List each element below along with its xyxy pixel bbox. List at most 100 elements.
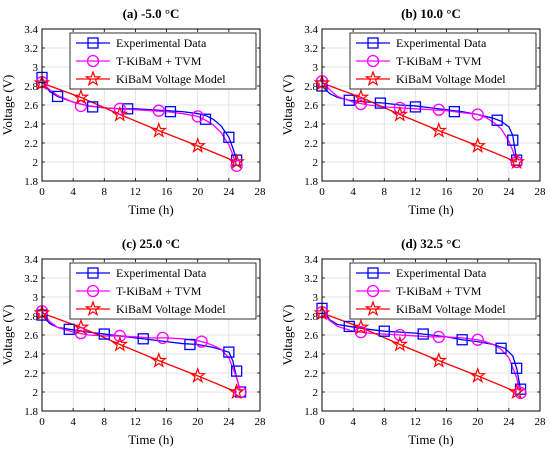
data-point-s2	[471, 333, 484, 346]
data-point-s3	[430, 121, 448, 138]
series-line-2	[321, 311, 522, 394]
series-line-3	[41, 312, 237, 393]
data-point-s1	[448, 106, 461, 118]
data-point-s1	[137, 333, 149, 345]
x-tick-label: 20	[192, 186, 204, 198]
data-point-s1	[223, 346, 235, 358]
series-line-2	[41, 81, 238, 167]
data-point-s1	[378, 325, 390, 337]
x-tick-label: 8	[102, 416, 108, 428]
data-point-s3	[391, 105, 409, 122]
data-point-s1	[417, 328, 429, 340]
chart-panel-2: 0 4 8 12 16 20 24 28 1.8 2 2.2 2.4 2.6 2.8 3 3.2 3.4 (b) …	[280, 6, 546, 217]
x-tick-label: 20	[472, 416, 484, 428]
legend-entry: T-KiBaM + TVM	[116, 284, 202, 298]
x-axis-label: Time (h)	[128, 432, 173, 447]
data-point-s3	[150, 121, 168, 138]
x-axis-label: Time (h)	[408, 432, 453, 447]
legend-marker	[367, 37, 379, 49]
legend-marker	[364, 70, 382, 87]
x-tick-label: 16	[161, 186, 173, 198]
data-point-s1	[184, 338, 196, 351]
legend-entry: T-KiBaM + TVM	[116, 54, 202, 68]
x-tick-label: 24	[223, 416, 235, 428]
y-tick-label: 3.4	[24, 24, 38, 36]
chart-panel-4: 0 4 8 12 16 20 24 28 1.8 2 2.2 2.4 2.6 2.8 3 3.2 3.4 (d) …	[280, 236, 546, 447]
x-tick-label: 4	[70, 416, 76, 428]
data-point-s3	[508, 383, 526, 400]
data-point-s3	[111, 105, 129, 122]
x-tick-label: 28	[535, 416, 547, 428]
y-tick-label: 2	[33, 157, 39, 169]
x-tick-label: 24	[503, 186, 515, 198]
x-tick-label: 8	[382, 186, 388, 198]
y-tick-label: 2	[313, 387, 319, 399]
legend-marker	[87, 37, 99, 49]
y-tick-label: 3.4	[24, 254, 38, 266]
y-tick-label: 2.2	[304, 138, 318, 150]
data-point-s2	[191, 110, 204, 123]
data-point-s1	[230, 365, 243, 377]
x-tick-label: 12	[130, 416, 141, 428]
legend: Experimental Data T-KiBaM + TVM KiBaM Volt…	[69, 262, 257, 320]
data-point-s1	[491, 114, 503, 126]
data-point-s2	[393, 101, 407, 114]
chart-title: (b) 10.0 °C	[401, 6, 461, 21]
data-point-s2	[113, 329, 127, 343]
legend-marker	[366, 284, 380, 298]
data-point-s3	[189, 137, 207, 153]
legend: Experimental Data T-KiBaM + TVM KiBaM Volt…	[69, 32, 257, 90]
x-tick-label: 28	[535, 186, 547, 198]
series-line-3	[321, 312, 517, 393]
y-axis-label: Voltage (V)	[280, 75, 295, 136]
series-line-3	[41, 82, 237, 163]
chart-title: (c) 25.0 °C	[122, 236, 180, 251]
legend-marker	[84, 300, 102, 317]
legend-marker	[87, 267, 99, 279]
y-tick-label: 3.2	[304, 43, 318, 55]
data-point-s3	[111, 335, 129, 352]
data-point-s1	[456, 334, 468, 346]
y-tick-label: 2.8	[24, 311, 38, 323]
legend-marker	[366, 54, 380, 68]
y-tick-label: 2.8	[304, 311, 318, 323]
chart-panel-1: 0 4 8 12 16 20 24 28 1.8 2 2.2 2.4 2.6 2.8 3 3.2 3.4 (a) …	[0, 6, 266, 217]
y-tick-label: 2.4	[24, 119, 38, 131]
data-point-s3	[508, 153, 526, 170]
x-tick-label: 24	[503, 416, 515, 428]
y-tick-label: 3	[313, 62, 319, 74]
y-tick-label: 1.8	[24, 406, 38, 418]
y-tick-label: 3.4	[304, 254, 318, 266]
chart-title: (a) -5.0 °C	[123, 6, 180, 21]
legend-entry: KiBaM Voltage Model	[396, 302, 506, 316]
y-tick-label: 2.2	[304, 368, 318, 380]
y-tick-label: 2.4	[304, 349, 318, 361]
legend-entry: T-KiBaM + TVM	[396, 284, 482, 298]
data-point-s2	[113, 102, 127, 115]
data-point-s3	[352, 318, 370, 335]
data-point-s3	[469, 367, 487, 383]
data-point-s2	[514, 386, 527, 400]
legend: Experimental Data T-KiBaM + TVM KiBaM Volt…	[349, 262, 537, 320]
y-tick-label: 2.6	[304, 330, 318, 342]
y-tick-label: 2.6	[24, 330, 38, 342]
data-point-s1	[63, 323, 75, 335]
legend-marker	[367, 267, 379, 279]
data-point-s1	[343, 320, 355, 333]
x-tick-label: 0	[319, 416, 325, 428]
x-tick-label: 28	[255, 186, 267, 198]
y-tick-label: 3	[33, 292, 39, 304]
x-tick-label: 28	[255, 416, 267, 428]
legend-entry: Experimental Data	[116, 266, 207, 280]
legend-entry: KiBaM Voltage Model	[396, 72, 506, 86]
legend: Experimental Data T-KiBaM + TVM KiBaM Volt…	[349, 32, 537, 90]
data-point-s2	[152, 104, 165, 117]
y-tick-label: 2.8	[304, 81, 318, 93]
y-tick-label: 1.8	[304, 176, 318, 188]
chart-panel-3: 0 4 8 12 16 20 24 28 1.8 2 2.2 2.4 2.6 2.8 3 3.2 3.4 (c) …	[0, 236, 266, 447]
series-line-2	[321, 80, 518, 163]
chart-title: (d) 32.5 °C	[401, 236, 461, 251]
y-axis-label: Voltage (V)	[280, 305, 295, 366]
data-point-s1	[495, 342, 507, 354]
